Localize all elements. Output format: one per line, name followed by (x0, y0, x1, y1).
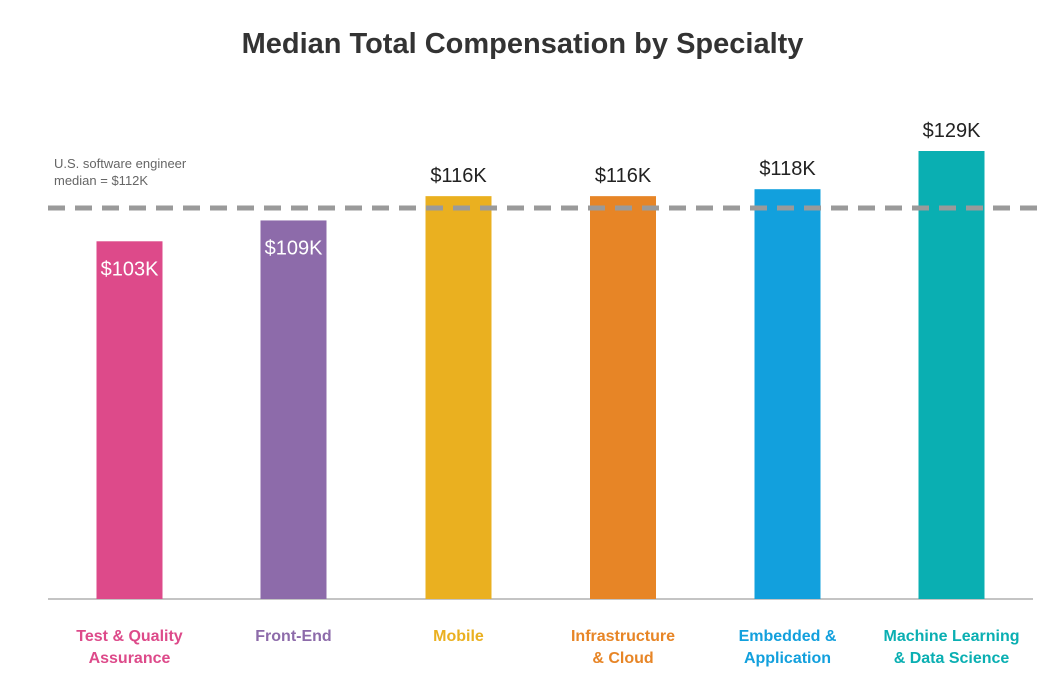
bar-value-label-2: $116K (430, 165, 487, 187)
bar-2 (425, 196, 492, 600)
bar-5 (918, 151, 985, 599)
category-label-5: Machine Learning & Data Science (883, 628, 1019, 667)
category-label-3: Infrastructure & Cloud (571, 628, 675, 667)
bar-0 (96, 241, 163, 600)
bar-value-label-5: $129K (923, 120, 981, 142)
chart-title: Median Total Compensation by Specialty (241, 28, 804, 60)
category-label-4: Embedded & Application (739, 628, 837, 667)
bar-value-label-0: $103K (101, 258, 159, 280)
bar-value-label-3: $116K (595, 165, 652, 187)
bar-1 (260, 220, 327, 599)
bar-value-label-1: $109K (265, 237, 323, 259)
bar-value-label-4: $118K (759, 158, 816, 180)
bar-3 (590, 196, 656, 600)
bar-4 (754, 189, 821, 600)
category-label-1: Front-End (255, 628, 331, 645)
category-label-2: Mobile (433, 628, 484, 645)
median-reference-label: U.S. software engineer median = $112K (54, 156, 187, 188)
category-label-0: Test & Quality Assurance (76, 628, 182, 667)
